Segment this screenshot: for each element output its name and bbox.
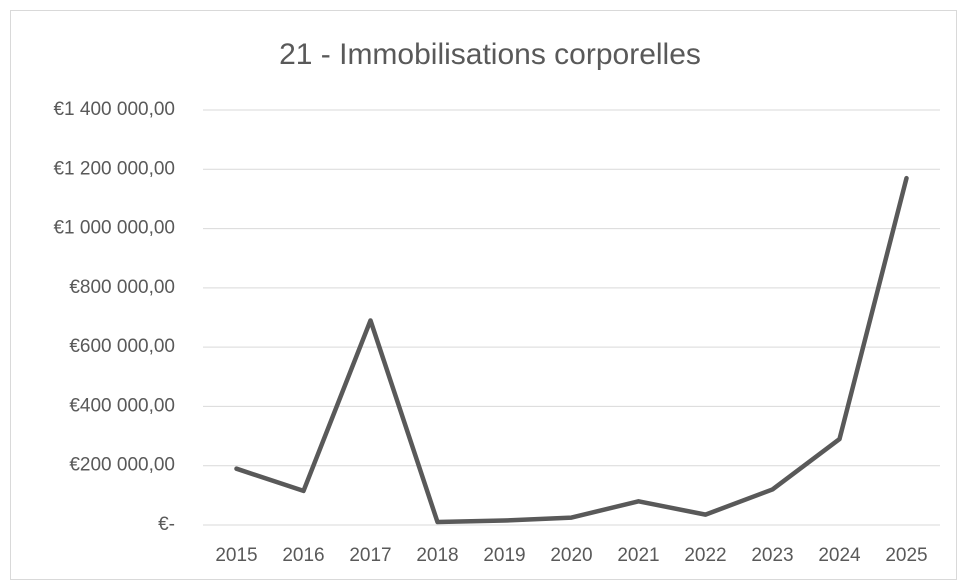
y-tick-label: €1 200 000,00 <box>53 158 175 179</box>
line-series <box>234 175 909 525</box>
x-tick-label: 2019 <box>483 545 525 566</box>
y-tick-label: €- <box>158 514 175 535</box>
x-tick-label: 2015 <box>215 545 257 566</box>
y-tick-label: €800 000,00 <box>69 277 175 298</box>
x-tick-label: 2016 <box>282 545 324 566</box>
y-tick-label: €600 000,00 <box>69 336 175 357</box>
y-tick-label: €200 000,00 <box>69 455 175 476</box>
x-tick-label: 2022 <box>684 545 726 566</box>
chart-border <box>10 10 957 580</box>
x-tick-label: 2017 <box>349 545 391 566</box>
x-tick-label: 2018 <box>416 545 458 566</box>
x-tick-label: 2021 <box>617 545 659 566</box>
x-tick-label: 2025 <box>885 545 927 566</box>
x-tick-label: 2024 <box>818 545 861 566</box>
y-tick-label: €1 000 000,00 <box>53 218 175 239</box>
x-tick-label: 2020 <box>550 545 592 566</box>
y-tick-label: €400 000,00 <box>69 395 175 416</box>
chart-title: 21 - Immobilisations corporelles <box>279 38 701 71</box>
x-tick-label: 2023 <box>751 545 793 566</box>
y-tick-label: €1 400 000,00 <box>53 99 175 120</box>
